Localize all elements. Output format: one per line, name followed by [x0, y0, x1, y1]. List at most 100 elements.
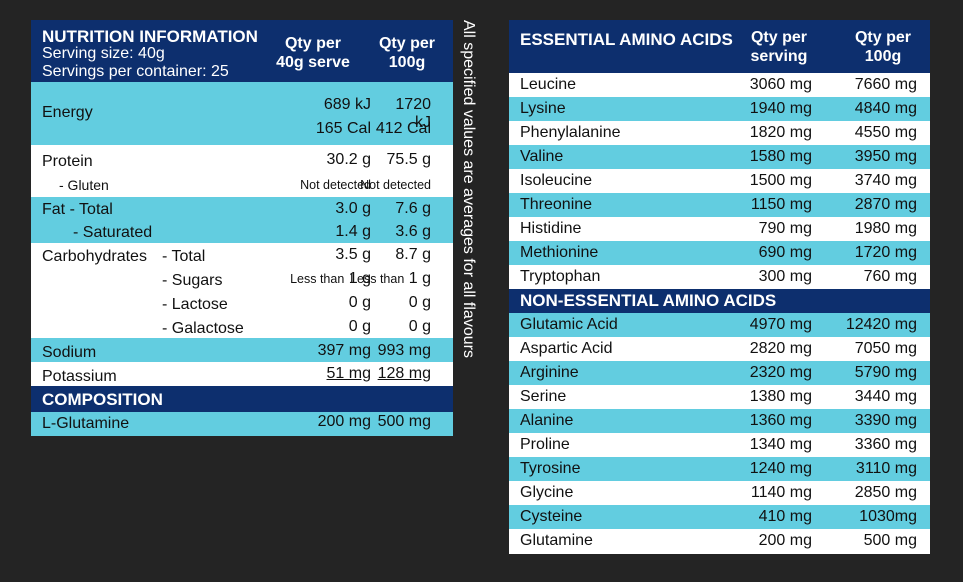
- amino-acid-100g: 7660 mg: [854, 76, 917, 93]
- amino-acid-name: Aspartic Acid: [520, 340, 613, 357]
- amino-acid-100g: 3360 mg: [854, 436, 917, 453]
- energy-label: Energy: [42, 104, 93, 121]
- amino-acid-row: Threonine 1150 mg 2870 mg: [509, 193, 930, 217]
- amino-acid-100g: 4550 mg: [854, 124, 917, 141]
- amino-acid-serving: 1380 mg: [749, 388, 812, 405]
- amino-acid-name: Valine: [520, 148, 564, 165]
- fat-row: Fat - Total 3.0 g 7.6 g - Saturated 1.4 …: [31, 197, 453, 243]
- amino-acid-name: Phenylalanine: [520, 124, 621, 141]
- column-header-100g: Qty per 100g: [378, 35, 435, 71]
- carbohydrates-total-label: - Total: [162, 248, 206, 265]
- amino-acid-name: Methionine: [520, 244, 599, 261]
- amino-acid-name: Cysteine: [520, 508, 583, 525]
- amino-acid-name: Lysine: [520, 100, 566, 117]
- amino-acid-serving: 790 mg: [758, 220, 812, 237]
- amino-acid-row: Phenylalanine 1820 mg 4550 mg: [509, 121, 930, 145]
- amino-acid-100g: 3950 mg: [854, 148, 917, 165]
- lactose-100g: 0 g: [408, 294, 431, 311]
- carbohydrates-100g: 8.7 g: [395, 246, 431, 263]
- amino-acid-serving: 410 mg: [758, 508, 812, 525]
- sodium-serving: 397 mg: [317, 342, 371, 359]
- carbohydrates-label: Carbohydrates: [42, 248, 147, 265]
- amino-acid-row: Proline 1340 mg 3360 mg: [509, 433, 930, 457]
- column-header-serving: Qty per 40g serve: [276, 35, 350, 71]
- l-glutamine-serving: 200 mg: [317, 413, 371, 430]
- l-glutamine-row: L-Glutamine 200 mg 500 mg: [31, 412, 453, 436]
- amino-acid-row: Arginine 2320 mg 5790 mg: [509, 361, 930, 385]
- galactose-100g: 0 g: [408, 318, 431, 335]
- gluten-serving: Not detected: [300, 178, 371, 192]
- amino-acid-100g: 1720 mg: [854, 244, 917, 261]
- potassium-row: Potassium 51 mg 128 mg: [31, 362, 453, 386]
- sugars-label: - Sugars: [162, 272, 223, 289]
- servings-per-container: Servings per container: 25: [42, 63, 229, 80]
- amino-acid-name: Glutamine: [520, 532, 593, 549]
- protein-label: Protein: [42, 153, 93, 170]
- amino-acid-100g: 500 mg: [863, 532, 917, 549]
- amino-acid-name: Leucine: [520, 76, 577, 93]
- amino-acid-row: Isoleucine 1500 mg 3740 mg: [509, 169, 930, 193]
- saturated-label: - Saturated: [73, 224, 153, 241]
- potassium-serving: 51 mg: [326, 365, 371, 382]
- amino-acid-row: Tryptophan 300 mg 760 mg: [509, 265, 930, 289]
- carbohydrates-serving: 3.5 g: [335, 246, 371, 263]
- amino-acid-serving: 1240 mg: [749, 460, 812, 477]
- amino-acid-serving: 3060 mg: [749, 76, 812, 93]
- amino-acid-serving: 200 mg: [758, 532, 812, 549]
- amino-acid-serving: 690 mg: [758, 244, 812, 261]
- nutrition-header: NUTRITION INFORMATION Serving size: 40g …: [31, 20, 453, 82]
- amino-acid-serving: 2820 mg: [749, 340, 812, 357]
- amino-acid-name: Histidine: [520, 220, 582, 237]
- amino-acid-name: Proline: [520, 436, 570, 453]
- amino-acid-row: Lysine 1940 mg 4840 mg: [509, 97, 930, 121]
- composition-title: COMPOSITION: [42, 390, 163, 409]
- averages-note: All specified values are averages for al…: [451, 20, 487, 420]
- amino-acid-row: Cysteine 410 mg 1030mg: [509, 505, 930, 529]
- essential-amino-title: ESSENTIAL AMINO ACIDS: [520, 30, 733, 49]
- amino-acid-100g: 4840 mg: [854, 100, 917, 117]
- amino-acid-serving: 1820 mg: [749, 124, 812, 141]
- amino-acid-100g: 2870 mg: [854, 196, 917, 213]
- amino-acid-100g: 12420 mg: [845, 316, 917, 333]
- lactose-serving: 0 g: [348, 294, 371, 311]
- amino-acid-100g: 5790 mg: [854, 364, 917, 381]
- l-glutamine-100g: 500 mg: [377, 413, 431, 430]
- l-glutamine-label: L-Glutamine: [42, 415, 130, 432]
- nutrition-information-panel: NUTRITION INFORMATION Serving size: 40g …: [31, 20, 453, 436]
- amino-acid-row: Tyrosine 1240 mg 3110 mg: [509, 457, 930, 481]
- amino-acid-name: Threonine: [520, 196, 593, 213]
- amino-acid-100g: 1030mg: [859, 508, 917, 525]
- gluten-100g: Not detected: [360, 178, 431, 192]
- galactose-serving: 0 g: [348, 318, 371, 335]
- amino-acid-100g: 1980 mg: [854, 220, 917, 237]
- amino-acid-name: Serine: [520, 388, 567, 405]
- amino-acid-row: Glutamic Acid 4970 mg 12420 mg: [509, 313, 930, 337]
- amino-column-header-100g: Qty per 100g: [854, 29, 911, 65]
- amino-acid-name: Isoleucine: [520, 172, 593, 189]
- amino-acid-serving: 1940 mg: [749, 100, 812, 117]
- amino-column-header-serving: Qty per serving: [750, 29, 808, 65]
- amino-acid-serving: 2320 mg: [749, 364, 812, 381]
- amino-acid-100g: 3740 mg: [854, 172, 917, 189]
- amino-acid-100g: 3110 mg: [855, 460, 917, 477]
- non-essential-amino-header: NON-ESSENTIAL AMINO ACIDS: [509, 289, 930, 313]
- energy-cal-100g: 412 Cal: [375, 120, 431, 137]
- amino-acid-100g: 3440 mg: [854, 388, 917, 405]
- amino-acid-row: Histidine 790 mg 1980 mg: [509, 217, 930, 241]
- energy-cal-serving: 165 Cal: [315, 120, 371, 137]
- amino-acid-serving: 4970 mg: [749, 316, 812, 333]
- amino-acid-row: Aspartic Acid 2820 mg 7050 mg: [509, 337, 930, 361]
- amino-acid-100g: 7050 mg: [854, 340, 917, 357]
- amino-acid-name: Tyrosine: [520, 460, 581, 477]
- amino-acid-serving: 1500 mg: [749, 172, 812, 189]
- energy-kj-serving: 689 kJ: [323, 96, 371, 113]
- amino-acid-serving: 1340 mg: [749, 436, 812, 453]
- nutrition-title: NUTRITION INFORMATION: [42, 27, 258, 46]
- amino-acid-serving: 1150 mg: [750, 196, 812, 213]
- amino-acid-row: Serine 1380 mg 3440 mg: [509, 385, 930, 409]
- amino-acid-serving: 1360 mg: [749, 412, 812, 429]
- amino-acid-row: Leucine 3060 mg 7660 mg: [509, 73, 930, 97]
- fat-total-serving: 3.0 g: [335, 200, 371, 217]
- composition-header: COMPOSITION: [31, 386, 453, 412]
- amino-acid-100g: 3390 mg: [854, 412, 917, 429]
